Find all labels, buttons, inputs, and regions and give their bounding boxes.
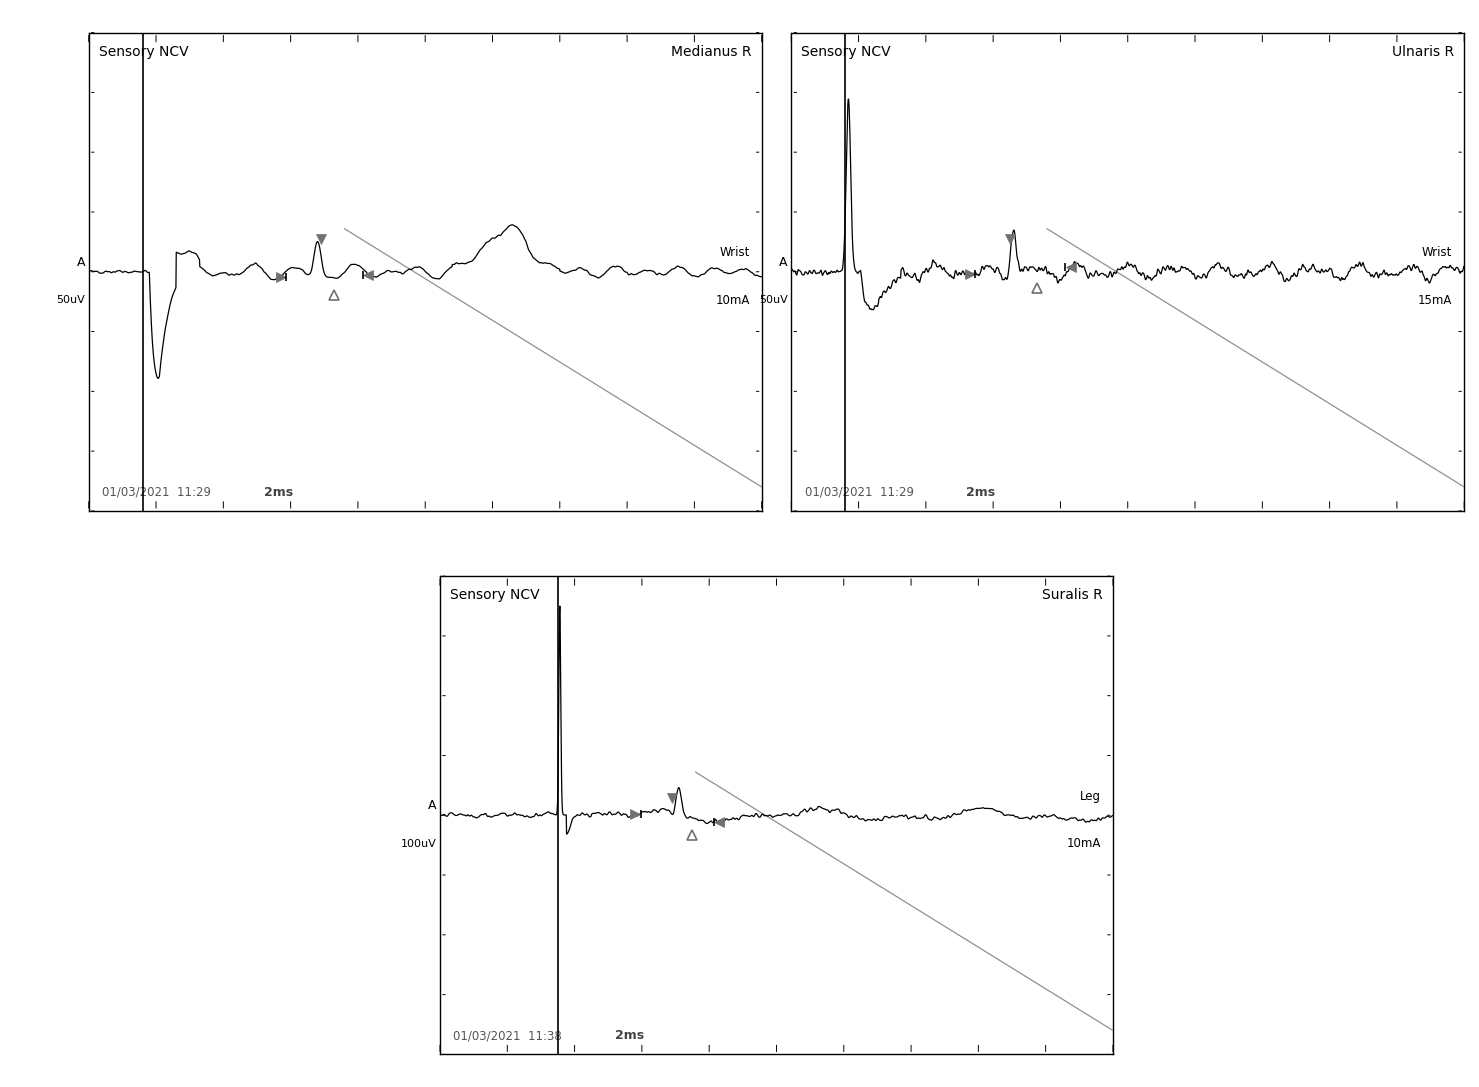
- Text: Sensory NCV: Sensory NCV: [450, 588, 540, 602]
- Text: 2ms: 2ms: [263, 486, 293, 499]
- Text: 50uV: 50uV: [56, 296, 86, 305]
- Text: A: A: [77, 255, 86, 268]
- Text: Leg: Leg: [1080, 789, 1100, 802]
- Text: Wrist: Wrist: [1421, 246, 1452, 259]
- Text: Medianus R: Medianus R: [671, 45, 751, 59]
- Text: Sensory NCV: Sensory NCV: [802, 45, 890, 59]
- Text: 01/03/2021  11:38: 01/03/2021 11:38: [454, 1029, 562, 1042]
- Text: 100uV: 100uV: [401, 839, 436, 849]
- Text: 2ms: 2ms: [966, 486, 995, 499]
- Text: Wrist: Wrist: [719, 246, 750, 259]
- Text: 01/03/2021  11:29: 01/03/2021 11:29: [102, 486, 211, 499]
- Text: A: A: [427, 799, 436, 812]
- Text: 15mA: 15mA: [1418, 293, 1452, 307]
- Text: A: A: [779, 255, 788, 268]
- Text: 2ms: 2ms: [615, 1029, 643, 1042]
- Text: Suralis R: Suralis R: [1043, 588, 1103, 602]
- Text: 10mA: 10mA: [1066, 837, 1100, 850]
- Text: Ulnaris R: Ulnaris R: [1392, 45, 1454, 59]
- Text: Sensory NCV: Sensory NCV: [99, 45, 188, 59]
- Text: 10mA: 10mA: [716, 293, 750, 307]
- Text: 01/03/2021  11:29: 01/03/2021 11:29: [805, 486, 914, 499]
- Text: 50uV: 50uV: [759, 296, 788, 305]
